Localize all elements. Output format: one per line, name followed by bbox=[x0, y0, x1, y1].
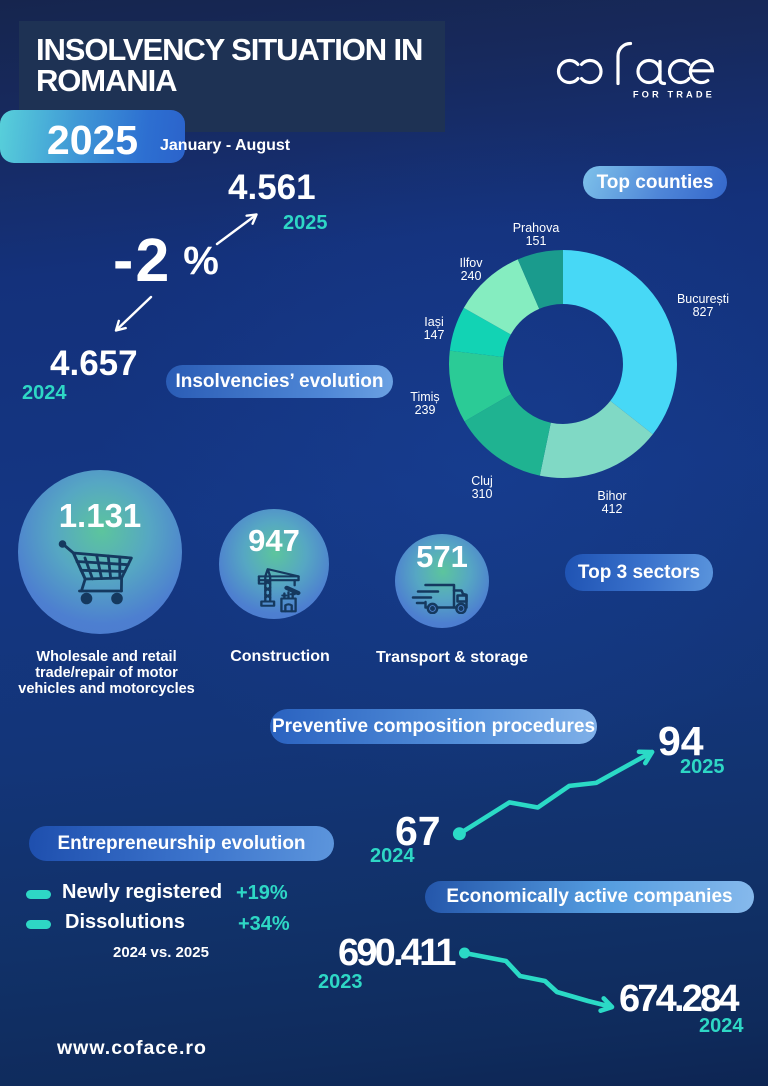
svg-text:FOR TRADE: FOR TRADE bbox=[633, 90, 715, 100]
